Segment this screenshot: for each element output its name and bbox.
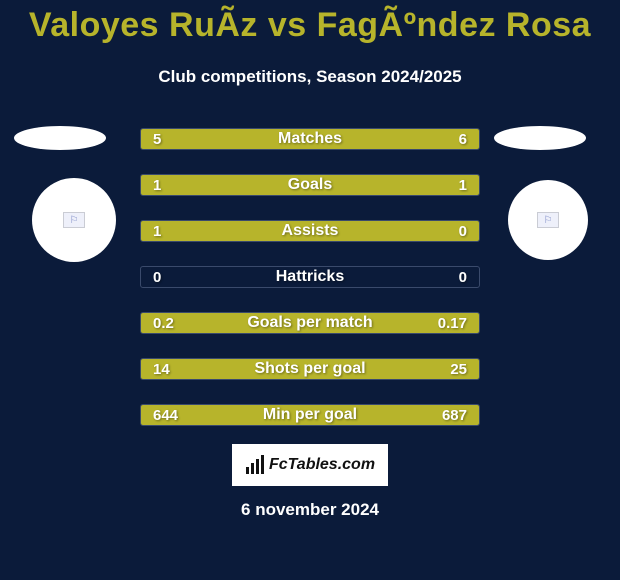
bar-chart-icon xyxy=(245,455,265,475)
stat-value-right: 25 xyxy=(450,359,467,379)
stat-value-left: 14 xyxy=(153,359,170,379)
stat-value-right: 0 xyxy=(459,221,467,241)
stat-row: 10Assists xyxy=(140,220,480,242)
stat-value-left: 1 xyxy=(153,221,161,241)
stat-value-left: 644 xyxy=(153,405,178,425)
stat-row: 1425Shots per goal xyxy=(140,358,480,380)
flag-icon: ⚐ xyxy=(537,212,559,228)
stat-bar-left xyxy=(141,129,295,149)
stat-row: 11Goals xyxy=(140,174,480,196)
stat-value-left: 5 xyxy=(153,129,161,149)
stat-value-right: 0.17 xyxy=(438,313,467,333)
stat-value-right: 0 xyxy=(459,267,467,287)
player-right-flag: ⚐ xyxy=(508,180,588,260)
stats-container: 56Matches11Goals10Assists00Hattricks0.20… xyxy=(140,128,480,450)
stat-label: Hattricks xyxy=(141,267,479,287)
stat-bar-right xyxy=(310,175,479,195)
page-title: Valoyes RuÃ­z vs FagÃºndez Rosa xyxy=(0,0,620,45)
fctables-logo: FcTables.com xyxy=(232,444,388,486)
stat-value-right: 1 xyxy=(459,175,467,195)
player-left-flag: ⚐ xyxy=(32,178,116,262)
stat-value-right: 6 xyxy=(459,129,467,149)
stat-row: 0.20.17Goals per match xyxy=(140,312,480,334)
date-label: 6 november 2024 xyxy=(0,500,620,520)
flag-icon: ⚐ xyxy=(63,212,85,228)
stat-value-right: 687 xyxy=(442,405,467,425)
stat-value-left: 0.2 xyxy=(153,313,174,333)
stat-row: 0 0Hattricks xyxy=(140,266,480,288)
stat-bar-right xyxy=(263,359,479,379)
player-left-ellipse xyxy=(14,126,106,150)
logo-text: FcTables.com xyxy=(269,456,375,474)
stat-value-left: 0 xyxy=(153,267,161,287)
stat-bar-left xyxy=(141,221,398,241)
stat-row: 644687Min per goal xyxy=(140,404,480,426)
stat-bar-left xyxy=(141,175,310,195)
stat-row: 56Matches xyxy=(140,128,480,150)
player-right-ellipse xyxy=(494,126,586,150)
stat-value-left: 1 xyxy=(153,175,161,195)
subtitle: Club competitions, Season 2024/2025 xyxy=(0,67,620,87)
stat-bar-right xyxy=(295,129,479,149)
